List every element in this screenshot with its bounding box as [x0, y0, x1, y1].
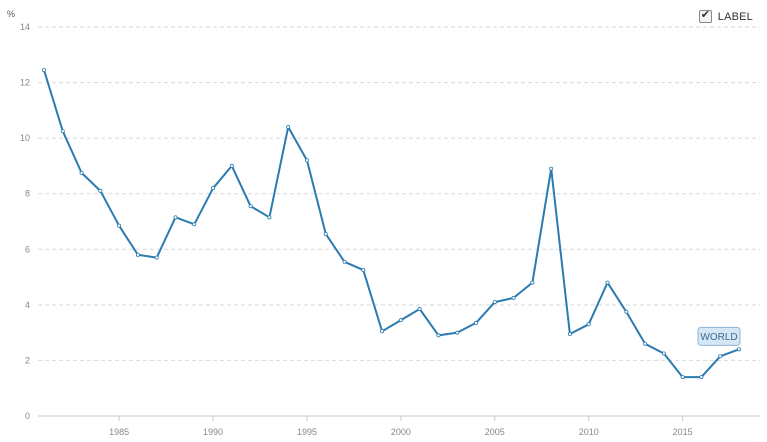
data-point — [605, 280, 610, 285]
y-tick-labels: 0 2 4 6 8 10 12 14 — [20, 22, 30, 421]
data-point — [643, 341, 648, 346]
data-point — [229, 163, 234, 168]
data-point — [248, 204, 253, 209]
data-point — [323, 232, 328, 237]
data-point — [79, 170, 84, 175]
y-tick-label: 10 — [20, 133, 30, 143]
y-unit-label: % — [7, 9, 15, 19]
series-name-badge[interactable]: WORLD — [697, 326, 741, 346]
y-tick-label: 8 — [25, 189, 30, 199]
label-checkbox[interactable]: ✔ — [698, 9, 712, 23]
y-tick-label: 2 — [25, 355, 30, 365]
data-point — [211, 186, 216, 191]
data-point — [474, 320, 479, 325]
data-point — [154, 255, 159, 260]
data-point — [530, 280, 535, 285]
data-point — [361, 268, 366, 273]
data-point — [117, 223, 122, 228]
x-tick-label: 2015 — [673, 427, 693, 437]
data-point — [304, 158, 309, 163]
axes — [38, 415, 760, 421]
x-tick-label: 2010 — [579, 427, 599, 437]
label-toggle[interactable]: ✔ LABEL — [698, 9, 753, 23]
series-line — [43, 69, 740, 379]
data-point — [737, 347, 742, 352]
x-tick-label: 1990 — [203, 427, 223, 437]
data-point — [135, 252, 140, 257]
y-tick-label: 12 — [20, 78, 30, 88]
data-point — [42, 68, 47, 73]
data-point — [680, 375, 685, 380]
checkmark-icon: ✔ — [700, 9, 710, 21]
data-point — [455, 330, 460, 335]
data-point — [98, 188, 103, 193]
data-point — [417, 307, 422, 312]
gridlines — [38, 26, 760, 361]
x-tick-label: 2005 — [485, 427, 505, 437]
y-tick-label: 14 — [20, 22, 30, 32]
x-tick-label: 1995 — [297, 427, 317, 437]
data-point — [661, 351, 666, 356]
data-point — [60, 129, 65, 134]
x-tick-label: 2000 — [391, 427, 411, 437]
x-tick-labels: 1985 1990 1995 2000 2005 2010 2015 — [109, 427, 693, 437]
data-point — [342, 259, 347, 264]
series-badge-box — [697, 326, 741, 346]
data-point — [492, 300, 497, 305]
y-tick-label: 6 — [25, 244, 30, 254]
x-tick-label: 1985 — [109, 427, 129, 437]
data-point — [286, 125, 291, 130]
data-point — [567, 332, 572, 337]
data-point — [624, 309, 629, 314]
data-point — [511, 295, 516, 300]
label-toggle-text: LABEL — [717, 10, 753, 23]
data-point — [398, 318, 403, 323]
data-point — [718, 354, 723, 359]
y-tick-label: 0 — [25, 411, 30, 421]
y-tick-label: 4 — [25, 300, 30, 310]
series-world — [42, 68, 742, 380]
data-point — [380, 329, 385, 334]
data-point — [267, 215, 272, 220]
data-point — [549, 166, 554, 171]
data-point — [699, 375, 704, 380]
data-point — [436, 333, 441, 338]
data-point — [586, 322, 591, 327]
data-point — [173, 215, 178, 220]
data-point — [192, 222, 197, 227]
series-badge-label: WORLD — [700, 332, 737, 343]
